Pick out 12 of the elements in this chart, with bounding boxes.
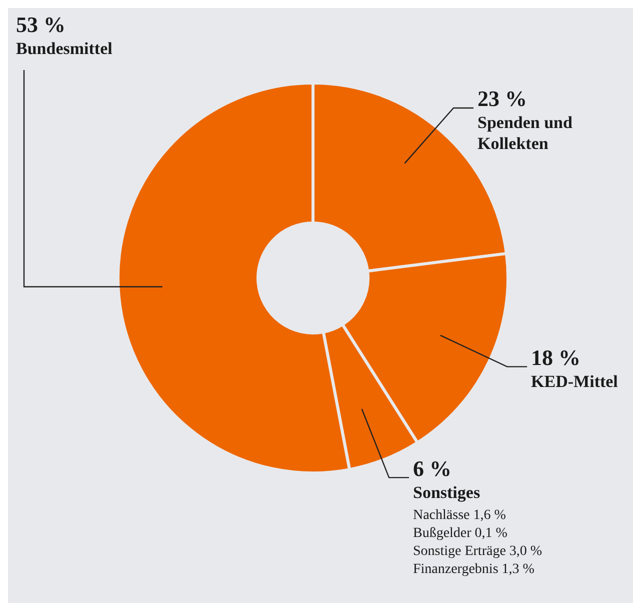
- data-label: 18 %: [531, 344, 582, 371]
- text: Bußgelder 0,1 %: [412, 524, 508, 543]
- text: Finanzergebnis 1,3 %: [412, 560, 536, 579]
- data-label: 53 %: [16, 12, 66, 38]
- slice-label: KED-Mittel: [531, 370, 619, 392]
- slice-label: Spenden und Kollekten: [477, 112, 574, 154]
- text: Nachlässe 1,6 %: [412, 506, 507, 525]
- data-label: 6 %: [412, 456, 452, 482]
- slice-label: Bundesmittel: [16, 38, 114, 59]
- text: Sonstige Erträge 3,0 %: [412, 542, 544, 561]
- data-label: 23 %: [477, 86, 528, 112]
- slice-label: Sonstiges: [412, 482, 482, 503]
